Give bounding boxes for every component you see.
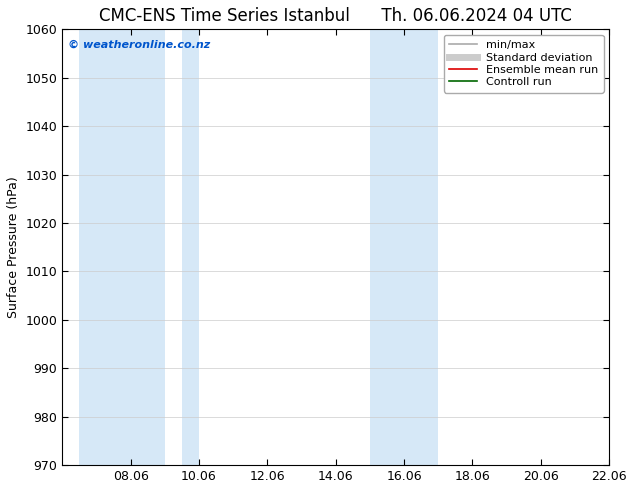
Title: CMC-ENS Time Series Istanbul      Th. 06.06.2024 04 UTC: CMC-ENS Time Series Istanbul Th. 06.06.2… (100, 7, 572, 25)
Bar (79, 29, 165, 465)
Bar (370, 29, 438, 465)
Text: © weatheronline.co.nz: © weatheronline.co.nz (68, 40, 210, 50)
Legend: min/max, Standard deviation, Ensemble mean run, Controll run: min/max, Standard deviation, Ensemble me… (444, 35, 604, 93)
Bar (182, 29, 199, 465)
Y-axis label: Surface Pressure (hPa): Surface Pressure (hPa) (7, 176, 20, 318)
